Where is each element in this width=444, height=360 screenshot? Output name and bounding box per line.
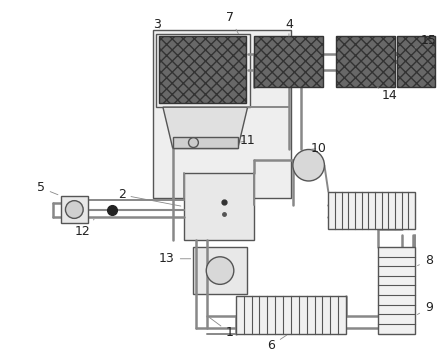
Circle shape — [206, 257, 234, 284]
Text: 10: 10 — [310, 142, 326, 155]
Text: 2: 2 — [118, 188, 181, 206]
Text: 12: 12 — [74, 219, 94, 238]
Bar — [194, 247, 246, 294]
Text: 4: 4 — [285, 18, 293, 36]
Bar — [397, 36, 435, 87]
Bar — [153, 30, 291, 198]
Text: 13: 13 — [159, 252, 190, 265]
Text: 15: 15 — [415, 34, 437, 48]
Bar — [156, 34, 250, 107]
Text: 5: 5 — [37, 181, 58, 195]
Bar — [336, 36, 395, 87]
Bar — [60, 196, 88, 223]
Polygon shape — [163, 107, 248, 148]
Circle shape — [65, 201, 83, 219]
Text: 6: 6 — [267, 335, 287, 352]
Bar — [254, 36, 323, 87]
Bar — [236, 296, 346, 334]
Text: 11: 11 — [240, 134, 255, 147]
Circle shape — [293, 149, 325, 181]
Bar — [159, 36, 246, 103]
Text: 8: 8 — [417, 254, 433, 267]
Text: 1: 1 — [210, 318, 234, 339]
Circle shape — [189, 138, 198, 148]
Text: 14: 14 — [377, 87, 397, 102]
Bar — [184, 173, 254, 240]
Bar — [377, 247, 415, 334]
Text: 3: 3 — [153, 18, 161, 31]
Text: 7: 7 — [226, 11, 238, 34]
Text: 9: 9 — [417, 301, 433, 315]
Bar — [328, 192, 415, 229]
Bar — [173, 137, 238, 148]
